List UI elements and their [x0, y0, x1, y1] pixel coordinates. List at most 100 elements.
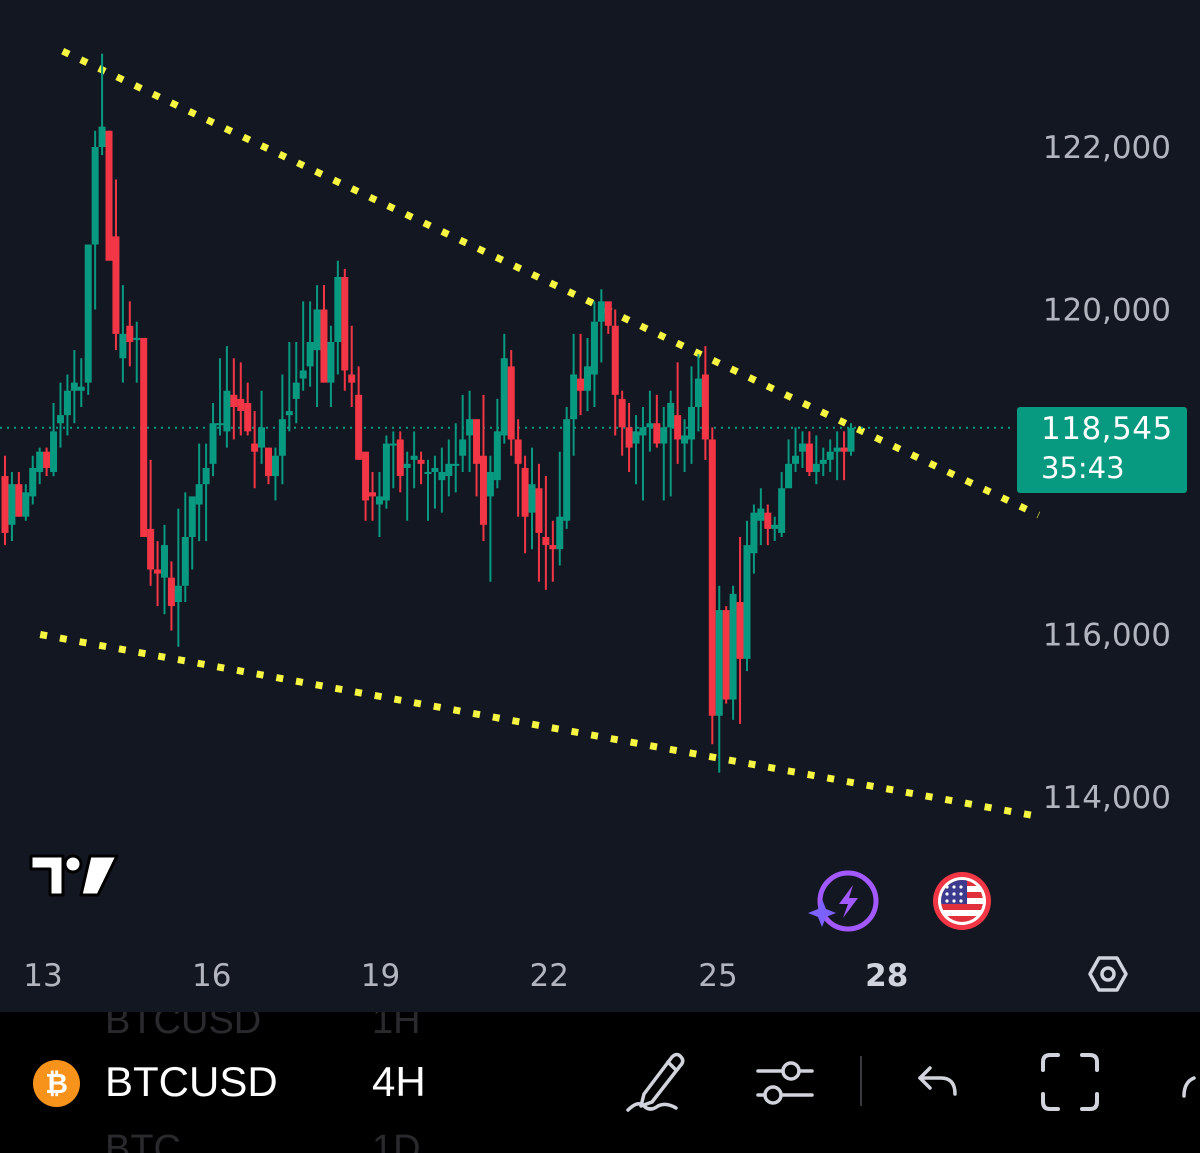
candle — [847, 423, 855, 456]
candle — [140, 337, 148, 537]
candle — [757, 488, 765, 546]
us-flag-icon[interactable] — [933, 872, 991, 930]
bottom-toolbar: BTCUSD 1H BTC 1D — [0, 1012, 1200, 1153]
partial-icon[interactable] — [1180, 1072, 1200, 1102]
y-tick-label: 116,000 — [1043, 618, 1171, 654]
tradingview-logo — [29, 854, 119, 897]
candle — [681, 419, 689, 472]
candle — [216, 358, 224, 436]
candle — [812, 435, 820, 485]
candle — [618, 390, 626, 456]
candle — [396, 431, 404, 493]
candle — [251, 411, 259, 489]
candle — [445, 439, 453, 497]
candle — [438, 447, 446, 513]
candle — [258, 390, 266, 464]
candle — [473, 419, 481, 497]
bar-countdown: 35:43 — [1041, 451, 1125, 485]
candle — [798, 431, 806, 468]
sliders-icon[interactable] — [755, 1058, 815, 1108]
candle — [36, 447, 44, 485]
candle — [493, 398, 501, 489]
candle — [119, 285, 127, 383]
candle — [646, 390, 654, 452]
candle — [147, 459, 155, 586]
y-tick-label: 122,000 — [1043, 130, 1171, 166]
candle — [15, 472, 23, 517]
candle — [181, 492, 189, 602]
x-tick-label: 16 — [192, 958, 231, 994]
interval-selector[interactable]: 4H — [372, 1058, 426, 1105]
candle — [819, 447, 827, 477]
candle — [743, 520, 751, 672]
candle — [764, 504, 772, 546]
candle — [431, 455, 439, 509]
bitcoin-icon[interactable]: ₿ — [33, 1060, 80, 1107]
candle — [112, 179, 120, 351]
candle — [417, 451, 425, 485]
ghost-interval-below: 1D — [372, 1128, 421, 1153]
ghost-interval-above: 1H — [372, 1012, 421, 1042]
last-price-tag: 118,545 35:43 — [1017, 407, 1187, 493]
candle — [341, 268, 349, 391]
candle — [542, 476, 550, 590]
candle — [84, 244, 92, 395]
pencil-draw-icon[interactable] — [624, 1048, 688, 1116]
candle — [452, 423, 460, 493]
candle — [486, 455, 494, 582]
settings-hexagon-icon[interactable] — [1088, 956, 1128, 992]
candle — [805, 431, 813, 477]
y-axis: 122,000 120,000 116,000 114,000 — [1043, 130, 1171, 816]
candle — [271, 447, 279, 501]
candle — [389, 431, 397, 489]
x-tick-label: 28 — [865, 958, 908, 994]
candle — [244, 382, 252, 436]
candle — [56, 382, 64, 448]
candle — [549, 520, 557, 582]
candle — [722, 606, 730, 704]
candle — [507, 350, 515, 456]
candle — [479, 394, 487, 542]
candle — [355, 366, 363, 460]
candle — [237, 362, 245, 436]
candle — [285, 342, 293, 432]
candle — [500, 333, 508, 444]
candle — [410, 431, 418, 489]
x-tick-label: 13 — [23, 958, 62, 994]
candle — [833, 431, 841, 481]
x-tick-label: 25 — [698, 958, 737, 994]
candle — [22, 484, 30, 521]
fullscreen-icon[interactable] — [1040, 1052, 1100, 1112]
symbol-selector[interactable]: BTCUSD — [105, 1058, 278, 1105]
candle — [265, 447, 273, 485]
candle — [29, 455, 37, 505]
undo-icon[interactable] — [915, 1062, 961, 1102]
candle — [590, 301, 598, 407]
candle — [708, 427, 716, 745]
candle — [230, 358, 238, 440]
candle — [563, 407, 571, 529]
x-tick-label: 19 — [361, 958, 400, 994]
candle — [223, 346, 231, 448]
candle — [154, 541, 162, 607]
candle — [369, 472, 377, 521]
lightning-sparkle-icon[interactable] — [808, 870, 879, 932]
candle — [43, 447, 51, 477]
candle — [160, 524, 168, 615]
candle — [632, 415, 640, 485]
candle — [292, 342, 300, 424]
candle — [715, 585, 723, 773]
candle — [320, 285, 328, 383]
candle — [98, 53, 106, 156]
trendlines — [39, 47, 1041, 820]
candle — [299, 301, 307, 391]
candle — [278, 374, 286, 485]
candle — [188, 496, 196, 570]
price-chart[interactable]: 122,000 120,000 116,000 114,000 13 16 19 22 25 2… — [0, 0, 1200, 1012]
ghost-symbol-below: BTC — [105, 1128, 181, 1153]
candle — [826, 439, 834, 472]
candle — [348, 325, 356, 407]
candle — [570, 333, 578, 456]
candle — [736, 537, 744, 724]
candle — [313, 285, 321, 407]
